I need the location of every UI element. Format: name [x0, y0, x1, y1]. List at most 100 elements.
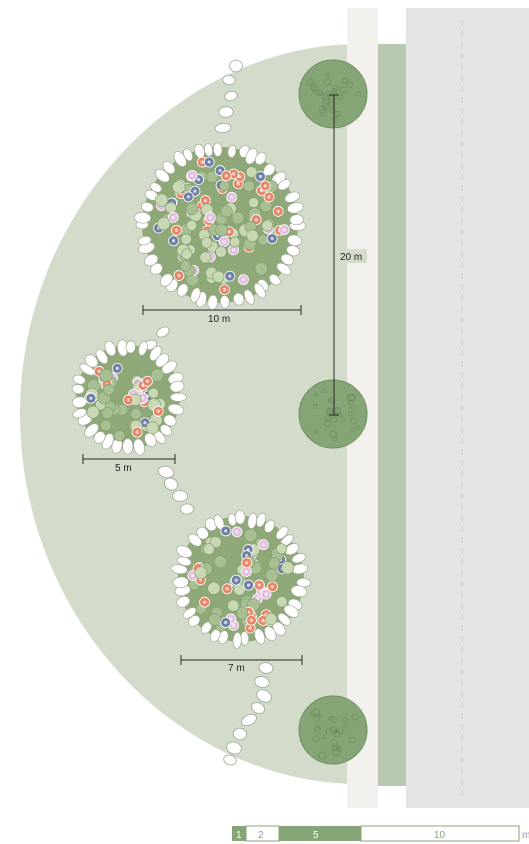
flower-center [264, 592, 268, 596]
bed-edge-stone [176, 283, 189, 297]
tree-texture [347, 411, 353, 417]
bed-edge-stone [254, 151, 267, 165]
flower-center [224, 620, 228, 625]
bed-edge-stone [176, 545, 193, 558]
flower-center [270, 585, 275, 589]
flower-beds [71, 142, 311, 649]
tree-texture [322, 97, 330, 105]
bed-edge-stone [84, 354, 99, 368]
bed-edge-stone [232, 632, 242, 649]
bed-edge-stone [276, 262, 292, 276]
stepping-stone [251, 701, 265, 715]
flower-center [230, 195, 234, 199]
plant [113, 430, 126, 442]
bed-edge-stone [268, 274, 281, 286]
plant [208, 613, 221, 626]
tree-texture [330, 107, 336, 114]
scale-label-2: 2 [258, 830, 264, 841]
bed-edge-stone [172, 576, 190, 589]
tree-texture [332, 748, 340, 757]
bed-edge-stone [141, 201, 154, 213]
bed-edge-stone [144, 432, 157, 447]
stepping-stone [254, 676, 270, 688]
scale-label-5: 5 [313, 830, 319, 841]
bed-edge-stone [284, 191, 301, 203]
tree-texture [333, 731, 340, 738]
tree-texture [346, 81, 354, 89]
road [406, 8, 529, 808]
bed-edge-stone [169, 392, 187, 402]
flower-center [177, 273, 181, 278]
flower-center [227, 230, 231, 234]
flower-center [89, 396, 93, 400]
scale-label-10: 10 [434, 830, 446, 841]
bed-edge-stone [71, 384, 85, 395]
tree-texture [309, 711, 315, 717]
plant [86, 405, 100, 419]
flower-center [267, 195, 271, 199]
plant [215, 246, 227, 258]
tree [298, 695, 368, 765]
flower-bed-medium [170, 510, 311, 649]
dimension-bed-medium: 7 m [180, 655, 303, 674]
tree-texture [329, 430, 337, 438]
stepping-stone [223, 754, 237, 766]
flower-center [248, 626, 252, 630]
tree-texture [314, 726, 321, 734]
flower-center [97, 369, 101, 373]
stepping-stone [172, 490, 188, 502]
bed-edge-stone [283, 604, 300, 618]
plant [194, 566, 208, 580]
tree-texture [342, 717, 348, 723]
scale-label-1: 1 [236, 830, 242, 841]
tree-texture [314, 724, 321, 731]
tree-texture [321, 734, 326, 740]
label-bed-small: 5 m [115, 463, 132, 474]
plant [246, 229, 259, 242]
label-bed-medium: 7 m [228, 663, 245, 674]
bed-edge-stone [84, 423, 99, 438]
stepping-stone [229, 59, 243, 73]
flower-center [196, 177, 201, 182]
tree-texture [330, 416, 338, 423]
flower-center [257, 583, 261, 587]
plant [100, 419, 112, 432]
flower-center [238, 175, 242, 179]
flower-center [261, 543, 266, 547]
bed-edge-stone [277, 179, 291, 191]
flower-center [241, 278, 246, 282]
bed-edge-stone [155, 168, 170, 183]
plant [243, 528, 258, 543]
plant [145, 421, 159, 435]
flower-center [276, 209, 280, 213]
plant [212, 270, 225, 283]
bed-edge-stone [159, 273, 173, 287]
bed-edge-stone [243, 289, 255, 305]
flower-center [261, 618, 265, 623]
tree-texture [350, 405, 357, 411]
flower-center [231, 623, 236, 627]
bed-edge-stone [275, 526, 289, 540]
bed-edge-stone [227, 145, 237, 158]
plant [248, 197, 259, 208]
tree-texture [321, 93, 330, 102]
plant [261, 219, 274, 232]
flower-center [115, 366, 119, 370]
plant [154, 193, 169, 207]
plant [185, 202, 199, 216]
tree-texture [340, 86, 347, 94]
tree-texture [328, 715, 334, 721]
stepping-stone [214, 122, 232, 134]
bed-edge-stone [290, 585, 308, 598]
tree-texture [330, 716, 337, 724]
bed-edge-stone [264, 519, 275, 533]
flower-center [222, 287, 227, 292]
tree-texture [319, 109, 327, 116]
tree [298, 59, 368, 129]
stepping-stone [232, 727, 248, 741]
tree-canopy [298, 59, 368, 129]
bed-edge-stone [134, 211, 152, 224]
bed-edge-stone [234, 510, 246, 525]
bed-edge-stone [144, 254, 159, 267]
flower-center [145, 379, 150, 383]
